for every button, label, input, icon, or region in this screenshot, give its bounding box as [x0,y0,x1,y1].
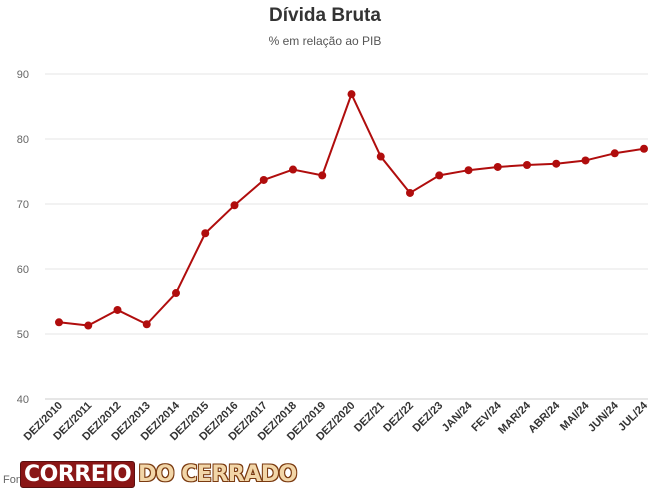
data-point[interactable] [523,161,531,169]
data-point[interactable] [201,229,210,238]
data-point[interactable] [610,149,619,158]
data-point[interactable] [581,156,590,165]
chart-title: Dívida Bruta [269,5,381,26]
series-group [55,90,648,330]
data-point[interactable] [493,162,502,171]
logo-part1: CORREIO [20,460,136,488]
data-point[interactable] [142,320,151,329]
x-tick-label: JAN/24 [440,399,475,434]
x-tick-label: JUL/24 [616,399,650,434]
data-point[interactable] [259,175,268,184]
data-point[interactable] [376,152,385,161]
data-point[interactable] [552,159,561,168]
y-tick-label: 40 [17,394,29,406]
y-tick-label: 90 [17,69,29,81]
x-tick-label: DEZ/23 [411,400,446,435]
data-point[interactable] [318,171,327,180]
y-tick-label: 50 [17,329,29,341]
x-tick-label: JUN/24 [586,399,621,434]
data-point[interactable] [230,201,239,210]
data-point[interactable] [435,171,444,180]
x-axis-ticks: DEZ/2010DEZ/2011DEZ/2012DEZ/2013DEZ/2014… [22,399,650,443]
data-point[interactable] [406,188,414,197]
data-point[interactable] [55,318,63,327]
data-point[interactable] [113,305,122,314]
y-tick-label: 70 [17,199,29,211]
logo-part2: DO CERRADO [138,461,297,487]
x-tick-label: MAR/24 [496,399,534,437]
y-tick-label: 80 [17,134,29,146]
data-point[interactable] [640,144,648,153]
data-point[interactable] [172,289,180,298]
x-tick-label: DEZ/22 [381,400,416,435]
watermark-logo: CORREIO DO CERRADO [20,460,300,488]
y-axis-ticks: 40 50 60 70 80 90 [17,69,29,406]
chart-subtitle: % em relação ao PIB [268,34,382,48]
data-point[interactable] [464,166,473,175]
data-point[interactable] [347,90,356,99]
data-point[interactable] [289,165,297,174]
x-tick-label: DEZ/21 [352,400,387,435]
x-tick-label: ABR/24 [526,399,563,436]
series-line [58,93,645,327]
data-point[interactable] [84,321,93,330]
source-label: Fon [3,474,22,486]
gridlines [45,73,648,400]
y-tick-label: 60 [17,264,29,276]
